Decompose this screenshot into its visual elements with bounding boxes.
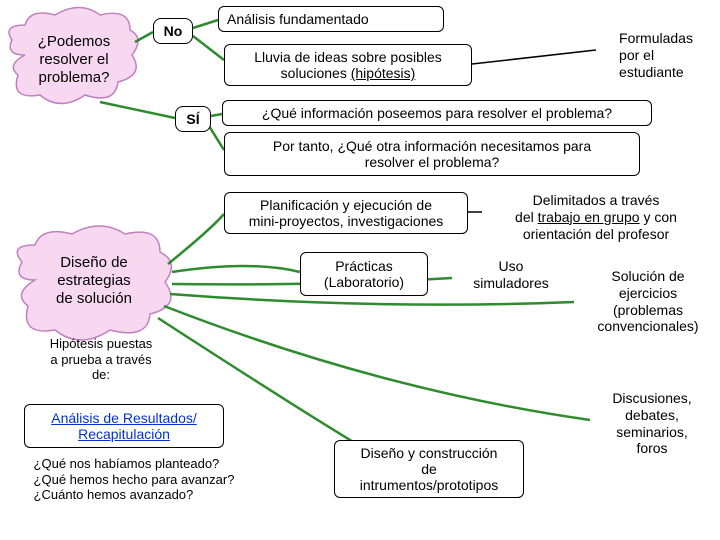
rect-que-info: ¿Qué información poseemos para resolver … [222, 100, 652, 126]
rect-pract: Prácticas (Laboratorio) [300, 252, 428, 296]
t: intrumentos/prototipos [360, 477, 499, 493]
t: Solución de [611, 268, 684, 284]
t: ¿Qué nos habíamos planteado? [34, 456, 220, 471]
t: (problemas [613, 302, 683, 318]
t: SÍ [186, 111, 199, 127]
t: foros [636, 440, 667, 456]
t: Lluvia de ideas sobre posibles [254, 49, 442, 65]
caption-hipotesis: Hipótesis puestas a prueba a través de: [26, 336, 176, 383]
t: Análisis de Resultados/ [51, 410, 197, 426]
t: convencionales) [597, 318, 698, 334]
t: problema? [39, 69, 110, 86]
rect-analisis: Análisis fundamentado [218, 6, 444, 32]
t: mini-proyectos, investigaciones [249, 213, 444, 229]
t: Diseño y construcción [361, 445, 498, 461]
t: Prácticas [335, 258, 393, 274]
t: seminarios, [616, 424, 688, 440]
t: de: [92, 367, 110, 382]
label-si: SÍ [175, 106, 211, 132]
t: de [421, 461, 437, 477]
t: simuladores [473, 275, 548, 291]
txt-uso: Uso simuladores [454, 258, 568, 292]
txt-delimitados: Delimitados a travésdel trabajo en grupo… [480, 192, 712, 242]
rect-recap: Análisis de Resultados/ Recapitulación [24, 404, 224, 448]
t: Recapitulación [78, 426, 170, 442]
t: estrategias [57, 272, 130, 289]
t: Planificación y ejecución de [260, 197, 432, 213]
t: Uso [499, 258, 524, 274]
t: estudiante [619, 64, 684, 80]
t: resolver el [39, 51, 108, 68]
txt-discusiones: Discusiones, debates, seminarios, foros [592, 390, 712, 457]
txt-solucion: Solución de ejercicios (problemas conven… [576, 268, 720, 335]
t: Discusiones, [612, 390, 691, 406]
label-no: No [153, 18, 193, 44]
t: ¿Cuánto hemos avanzado? [34, 487, 194, 502]
t: a prueba a través [50, 352, 151, 367]
t: soluciones [281, 65, 351, 81]
t: Por tanto, ¿Qué otra información necesit… [273, 138, 591, 154]
rect-plan: Planificación y ejecución de mini-proyec… [224, 192, 468, 234]
cloud-design-text: Diseño de estrategias de solución [28, 254, 160, 308]
t: de solución [56, 290, 132, 307]
t: Hipótesis puestas [50, 336, 153, 351]
caption-que-nos: ¿Qué nos habíamos planteado? ¿Qué hemos … [4, 456, 264, 503]
t: No [164, 23, 183, 39]
t: (hipótesis) [351, 65, 416, 81]
rect-que-otra: Por tanto, ¿Qué otra información necesit… [224, 132, 640, 176]
t: Formuladas [619, 30, 693, 46]
t: (Laboratorio) [324, 274, 404, 290]
t: Diseño de [60, 254, 128, 271]
t: ¿Podemos [38, 33, 111, 50]
t: Análisis fundamentado [227, 11, 369, 27]
txt-formuladas: Formuladas por el estudiante [596, 30, 716, 80]
t: debates, [625, 407, 679, 423]
cloud-problem-text: ¿Podemos resolver el problema? [18, 33, 130, 87]
rect-lluvia: Lluvia de ideas sobre posibles solucione… [224, 44, 472, 86]
t: por el [619, 47, 654, 63]
t: ¿Qué hemos hecho para avanzar? [34, 472, 235, 487]
t: ejercicios [619, 285, 677, 301]
rect-diseno-constr: Diseño y construcción de intrumentos/pro… [334, 440, 524, 498]
t: ¿Qué información poseemos para resolver … [262, 105, 612, 121]
t: resolver el problema? [365, 154, 500, 170]
